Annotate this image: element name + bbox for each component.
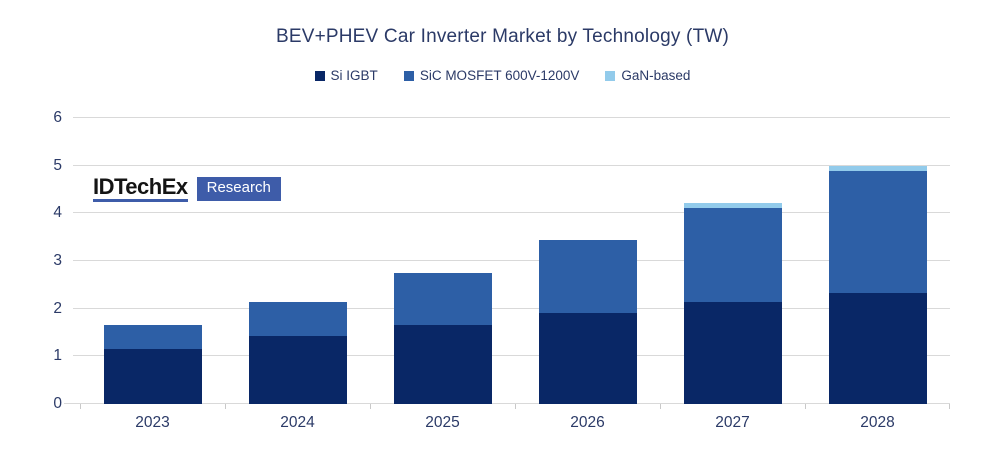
bar-segment-2023-series1 bbox=[103, 349, 202, 404]
legend-swatch-icon bbox=[314, 70, 325, 81]
y-axis-label: 3 bbox=[53, 252, 62, 269]
y-axis-label: 2 bbox=[53, 299, 62, 317]
legend-item-3: GaN-based bbox=[605, 68, 690, 83]
idtechex-logo-text: IDTechEx bbox=[93, 176, 188, 202]
bar-group-2028 bbox=[828, 165, 927, 404]
y-axis-label: 4 bbox=[53, 204, 62, 222]
x-axis-label: 2024 bbox=[280, 414, 315, 431]
x-axis-tick bbox=[949, 404, 950, 409]
x-axis-tick bbox=[370, 404, 371, 409]
gridline bbox=[73, 355, 950, 357]
bar-segment-2026-series1 bbox=[538, 313, 637, 404]
y-axis-label: 0 bbox=[53, 395, 62, 412]
x-axis-label: 2028 bbox=[860, 414, 895, 431]
bar-segment-2028-series2 bbox=[828, 171, 927, 293]
legend-label: GaN-based bbox=[621, 68, 691, 83]
bar-segment-2025-series2 bbox=[393, 272, 492, 326]
idtechex-research-badge: Research bbox=[196, 177, 281, 201]
legend: Si IGBT SiC MOSFET 600V-1200V GaN-based bbox=[0, 68, 1005, 83]
x-axis-tick bbox=[805, 404, 806, 409]
y-axis-label: 5 bbox=[53, 156, 62, 174]
y-axis-label: 6 bbox=[53, 109, 62, 126]
bar-group-2026 bbox=[538, 239, 637, 404]
legend-item-2: SiC MOSFET 600V-1200V bbox=[403, 68, 580, 83]
bar-segment-2026-series2 bbox=[538, 239, 637, 314]
x-axis-tick bbox=[225, 404, 226, 409]
bar-segment-2028-series3 bbox=[828, 165, 927, 172]
gridline bbox=[73, 212, 950, 214]
legend-swatch-icon bbox=[403, 70, 414, 81]
x-axis-label: 2026 bbox=[570, 414, 605, 431]
gridline bbox=[73, 164, 950, 166]
legend-swatch-icon bbox=[605, 70, 616, 81]
bar-segment-2027-series1 bbox=[683, 301, 782, 404]
idtechex-logo: IDTechEx Research bbox=[93, 174, 285, 204]
bar-segment-2024-series2 bbox=[248, 301, 347, 337]
chart-title: BEV+PHEV Car Inverter Market by Technolo… bbox=[275, 26, 730, 47]
x-axis-tick bbox=[515, 404, 516, 409]
bar-segment-2028-series1 bbox=[828, 292, 927, 404]
bar-group-2027 bbox=[683, 202, 782, 404]
bar-group-2025 bbox=[393, 272, 492, 404]
x-axis-tick bbox=[80, 404, 81, 409]
x-axis-label: 2023 bbox=[135, 414, 170, 431]
y-axis-label: 1 bbox=[53, 347, 62, 365]
bar-segment-2023-series2 bbox=[103, 325, 202, 350]
bar-segment-2024-series1 bbox=[248, 336, 347, 404]
x-axis-tick bbox=[660, 404, 661, 409]
x-axis-label: 2025 bbox=[425, 414, 460, 431]
legend-label: Si IGBT bbox=[330, 68, 378, 83]
gridline bbox=[73, 307, 950, 309]
gridline bbox=[73, 117, 950, 118]
legend-item-1: Si IGBT bbox=[314, 68, 378, 83]
bar-segment-2027-series2 bbox=[683, 207, 782, 302]
x-axis-label: 2027 bbox=[715, 414, 750, 431]
bar-segment-2025-series1 bbox=[393, 325, 492, 404]
plot-area: IDTechEx Research bbox=[64, 117, 950, 409]
bar-group-2024 bbox=[248, 301, 347, 404]
bar-segment-2027-series3 bbox=[683, 202, 782, 208]
gridline bbox=[73, 260, 950, 261]
x-axis-line bbox=[64, 403, 950, 404]
bar-group-2023 bbox=[103, 325, 202, 404]
legend-label: SiC MOSFET 600V-1200V bbox=[419, 68, 580, 83]
